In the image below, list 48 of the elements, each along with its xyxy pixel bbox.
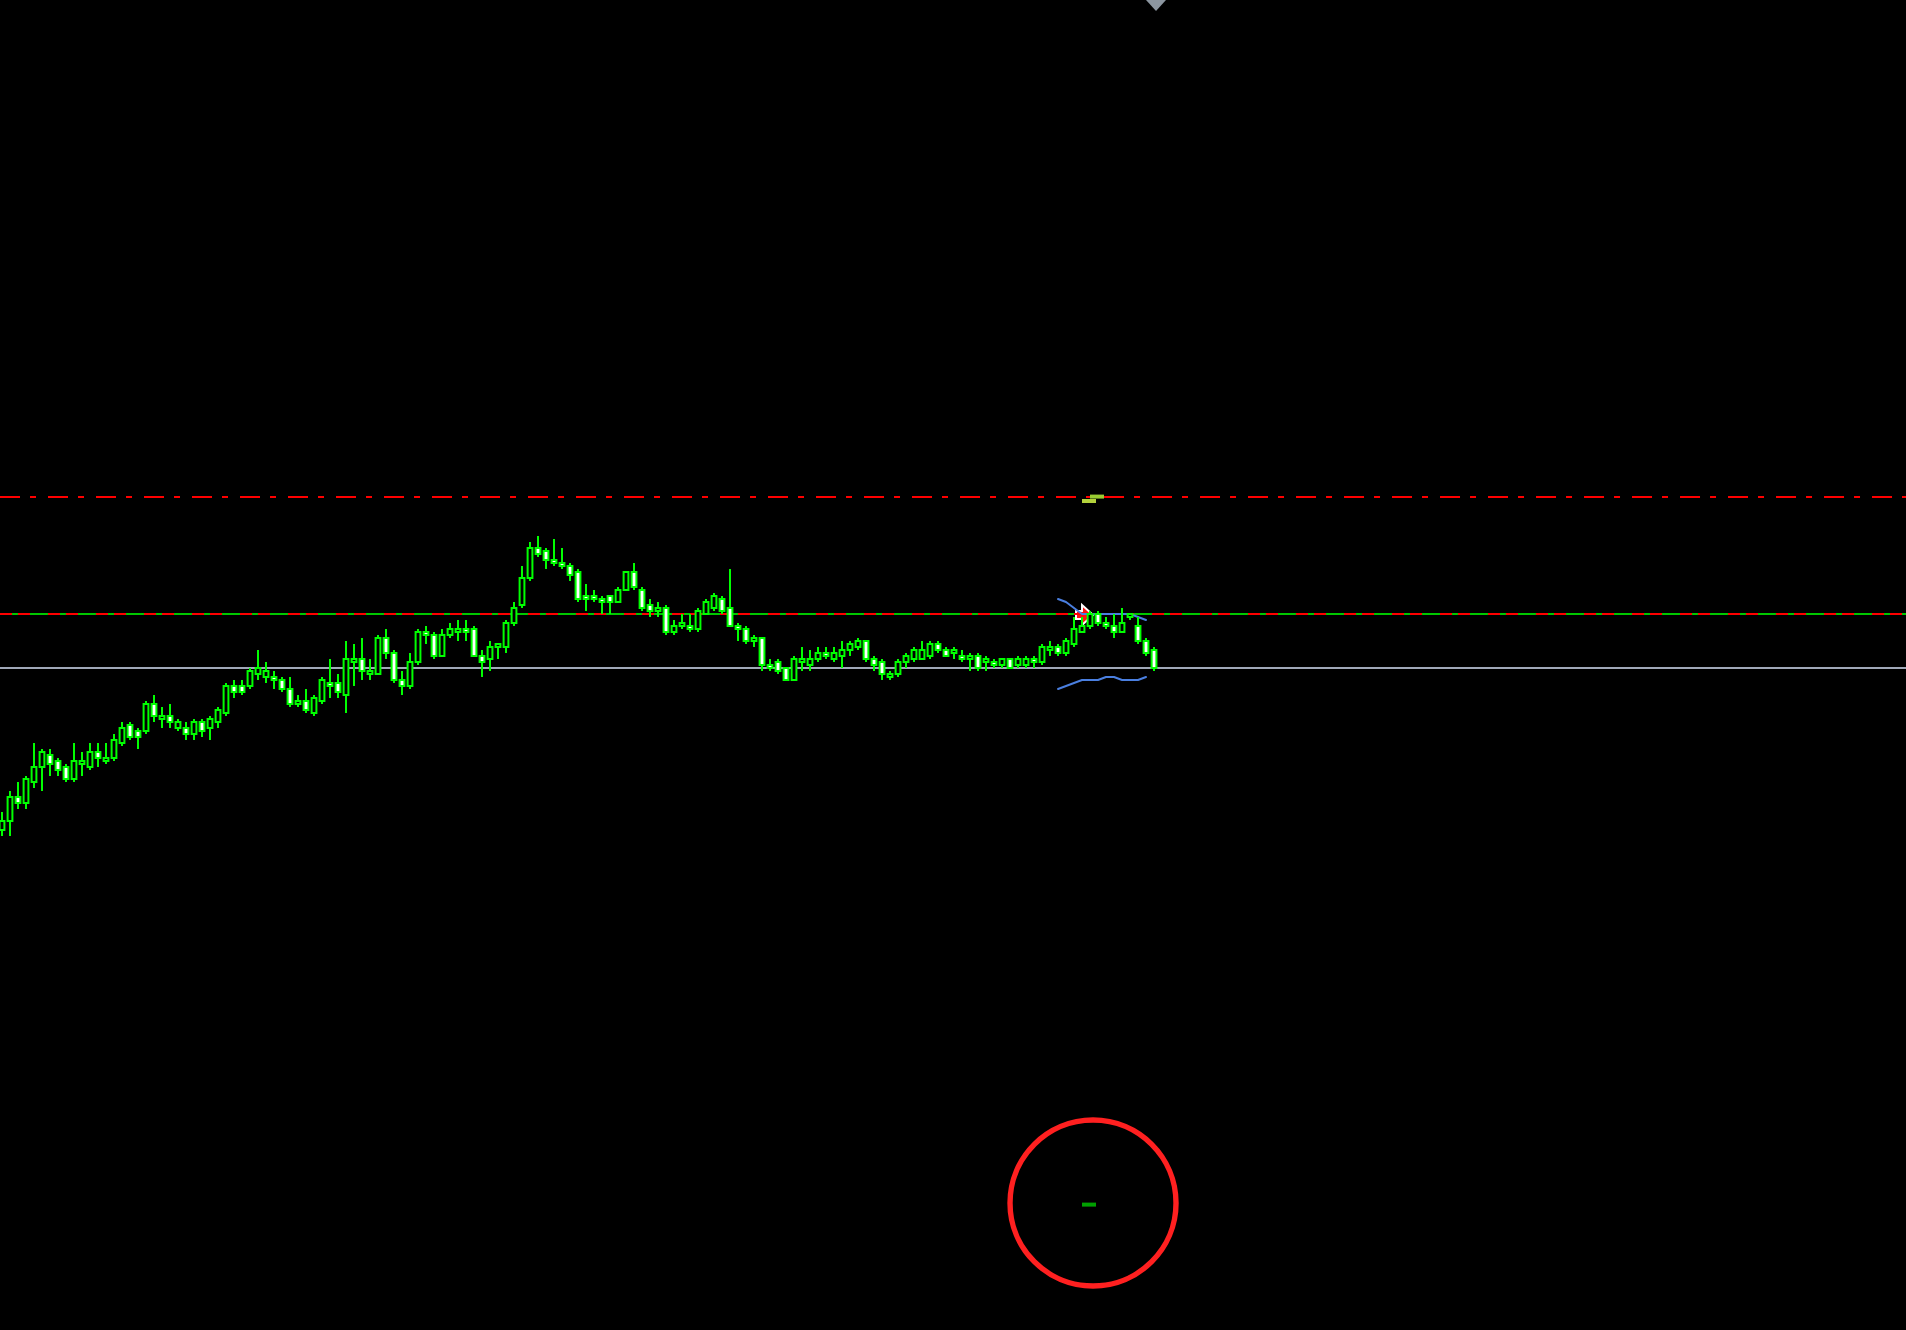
candlestick: [638, 585, 646, 612]
candlestick: [662, 603, 670, 636]
candlestick: [222, 681, 230, 717]
candlestick: [142, 699, 150, 735]
candlestick: [806, 648, 814, 672]
candlestick: [694, 606, 702, 633]
candlestick: [838, 639, 846, 669]
candlestick: [326, 657, 334, 699]
candlestick: [630, 561, 638, 591]
candlestick: [430, 630, 438, 660]
candlestick: [302, 687, 310, 714]
candlestick: [1118, 606, 1126, 633]
candlestick: [94, 741, 102, 768]
candlestick: [542, 546, 550, 570]
candlestick: [574, 567, 582, 603]
candlestick: [726, 567, 734, 627]
candlestick: [38, 747, 46, 792]
candlestick: [550, 537, 558, 567]
candlestick: [262, 660, 270, 684]
candlestick: [254, 648, 262, 681]
candlestick: [46, 747, 54, 777]
candlestick: [358, 636, 366, 681]
candlestick: [22, 774, 30, 810]
candlestick: [878, 657, 886, 681]
candlestick: [1150, 645, 1158, 672]
candlestick: [790, 654, 798, 681]
candlestick: [166, 702, 174, 729]
candlestick: [206, 714, 214, 741]
candlestick: [558, 546, 566, 570]
candlestick: [102, 741, 110, 765]
candlestick: [78, 750, 86, 777]
candlestick: [70, 741, 78, 783]
candlestick: [1110, 612, 1118, 639]
candlestick: [862, 639, 870, 663]
candlestick: [246, 666, 254, 690]
candlestick: [486, 639, 494, 672]
candlestick: [86, 741, 94, 771]
candlestick: [438, 627, 446, 657]
candlestick: [190, 717, 198, 741]
candlestick: [454, 618, 462, 642]
candlestick: [158, 705, 166, 729]
candlestick: [110, 732, 118, 762]
candlestick: [758, 636, 766, 672]
candlestick: [1038, 642, 1046, 666]
candlestick: [6, 789, 14, 837]
candlestick: [470, 624, 478, 657]
candlestick: [286, 675, 294, 708]
candlestick: [1070, 615, 1078, 648]
